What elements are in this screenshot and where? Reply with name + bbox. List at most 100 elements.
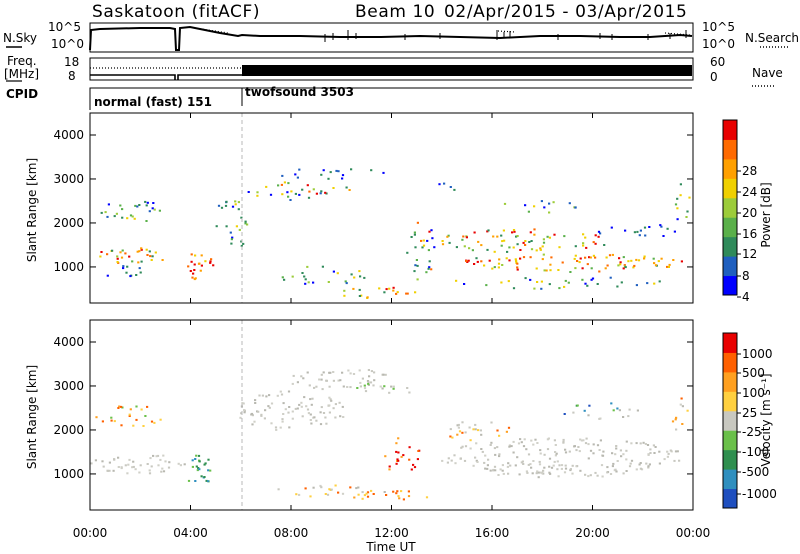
heatmap-cell <box>658 280 661 283</box>
heatmap-cell <box>636 230 639 233</box>
heatmap-cell <box>138 250 141 253</box>
velocity-y-axis-label: Slant Range [km] <box>25 365 39 469</box>
heatmap-cell <box>536 442 539 444</box>
heatmap-cell <box>138 471 141 474</box>
heatmap-cell <box>550 466 554 469</box>
heatmap-cell <box>132 460 135 463</box>
heatmap-cell <box>111 249 114 252</box>
heatmap-cell <box>639 467 642 470</box>
heatmap-cell <box>388 287 391 290</box>
heatmap-cell <box>388 391 391 394</box>
heatmap-cell <box>637 259 641 262</box>
heatmap-cell <box>121 249 124 252</box>
cpid-bracket <box>89 87 692 110</box>
heatmap-cell <box>400 455 403 458</box>
heatmap-cell <box>237 208 240 211</box>
heatmap-cell <box>507 462 510 465</box>
heatmap-cell <box>508 444 511 447</box>
heatmap-cell <box>567 281 570 284</box>
heatmap-cell <box>327 177 330 180</box>
heatmap-cell <box>585 246 588 249</box>
heatmap-cell <box>449 186 452 188</box>
heatmap-cell <box>654 446 657 448</box>
heatmap-cell <box>321 265 324 268</box>
heatmap-cell <box>395 442 398 445</box>
heatmap-cell <box>505 430 508 433</box>
heatmap-cell <box>658 462 661 465</box>
heatmap-cell <box>515 235 518 238</box>
heatmap-cell <box>484 454 487 457</box>
heatmap-cell <box>336 272 339 275</box>
heatmap-cell <box>420 239 423 242</box>
heatmap-cell <box>384 373 387 376</box>
heatmap-cell <box>414 291 417 294</box>
heatmap-cell <box>306 371 309 374</box>
heatmap-cell <box>312 281 315 284</box>
heatmap-cell <box>397 495 400 498</box>
heatmap-cell <box>430 229 433 232</box>
heatmap-cell <box>345 186 348 189</box>
heatmap-cell <box>529 463 532 466</box>
heatmap-cell <box>367 382 370 385</box>
heatmap-cell <box>493 250 496 253</box>
heatmap-cell <box>192 272 195 275</box>
heatmap-cell <box>541 258 544 261</box>
heatmap-cell <box>671 420 675 423</box>
heatmap-cell <box>122 265 125 268</box>
heatmap-cell <box>460 446 463 449</box>
heatmap-cell <box>553 460 556 463</box>
heatmap-cell <box>580 439 583 442</box>
heatmap-cell <box>443 182 446 185</box>
range-tick-label: 1000 <box>53 260 84 274</box>
heatmap-cell <box>549 263 552 266</box>
heatmap-cell <box>320 173 323 176</box>
heatmap-cell <box>539 449 542 452</box>
heatmap-cell <box>464 431 467 434</box>
heatmap-cell <box>358 369 361 372</box>
heatmap-cell <box>334 403 337 406</box>
heatmap-cell <box>106 253 109 256</box>
heatmap-cell <box>128 415 131 417</box>
heatmap-cell <box>647 466 650 469</box>
heatmap-cell <box>298 168 301 171</box>
heatmap-cell <box>209 261 212 264</box>
heatmap-cell <box>543 206 546 209</box>
heatmap-cell <box>456 424 459 427</box>
heatmap-cell <box>318 378 321 381</box>
heatmap-cell <box>606 471 609 474</box>
heatmap-cell <box>594 471 597 474</box>
heatmap-cell <box>279 390 282 393</box>
heatmap-cell <box>563 413 566 415</box>
heatmap-cell <box>557 269 560 271</box>
heatmap-cell <box>633 264 636 267</box>
heatmap-cell <box>254 402 257 404</box>
heatmap-cell <box>296 381 299 384</box>
range-tick-label: 2000 <box>53 216 84 230</box>
heatmap-cell <box>315 419 318 422</box>
heatmap-cell <box>654 264 658 267</box>
cpid-mode-normal: normal (fast) 151 <box>94 95 212 109</box>
heatmap-cell <box>198 468 201 471</box>
heatmap-cell <box>467 259 470 262</box>
heatmap-cell <box>599 417 602 420</box>
heatmap-cell <box>342 385 345 388</box>
heatmap-cell <box>630 442 633 445</box>
heatmap-cell <box>258 394 261 397</box>
heatmap-cell <box>332 187 335 189</box>
heatmap-cell <box>533 228 536 231</box>
heatmap-cell <box>416 221 419 224</box>
heatmap-cell <box>148 469 151 472</box>
heatmap-cell <box>288 406 291 408</box>
heatmap-cell <box>531 472 534 475</box>
heatmap-cell <box>283 181 286 184</box>
heatmap-cell <box>301 272 304 274</box>
velocity-y-axis: 1000 2000 3000 4000 <box>53 335 693 481</box>
heatmap-cell <box>131 260 134 263</box>
heatmap-cell <box>210 258 213 261</box>
heatmap-cell <box>658 450 661 453</box>
heatmap-cell <box>116 261 119 263</box>
heatmap-cell <box>359 381 362 384</box>
heatmap-cell <box>392 387 395 390</box>
heatmap-cell <box>554 454 557 457</box>
heatmap-cell <box>534 438 537 441</box>
